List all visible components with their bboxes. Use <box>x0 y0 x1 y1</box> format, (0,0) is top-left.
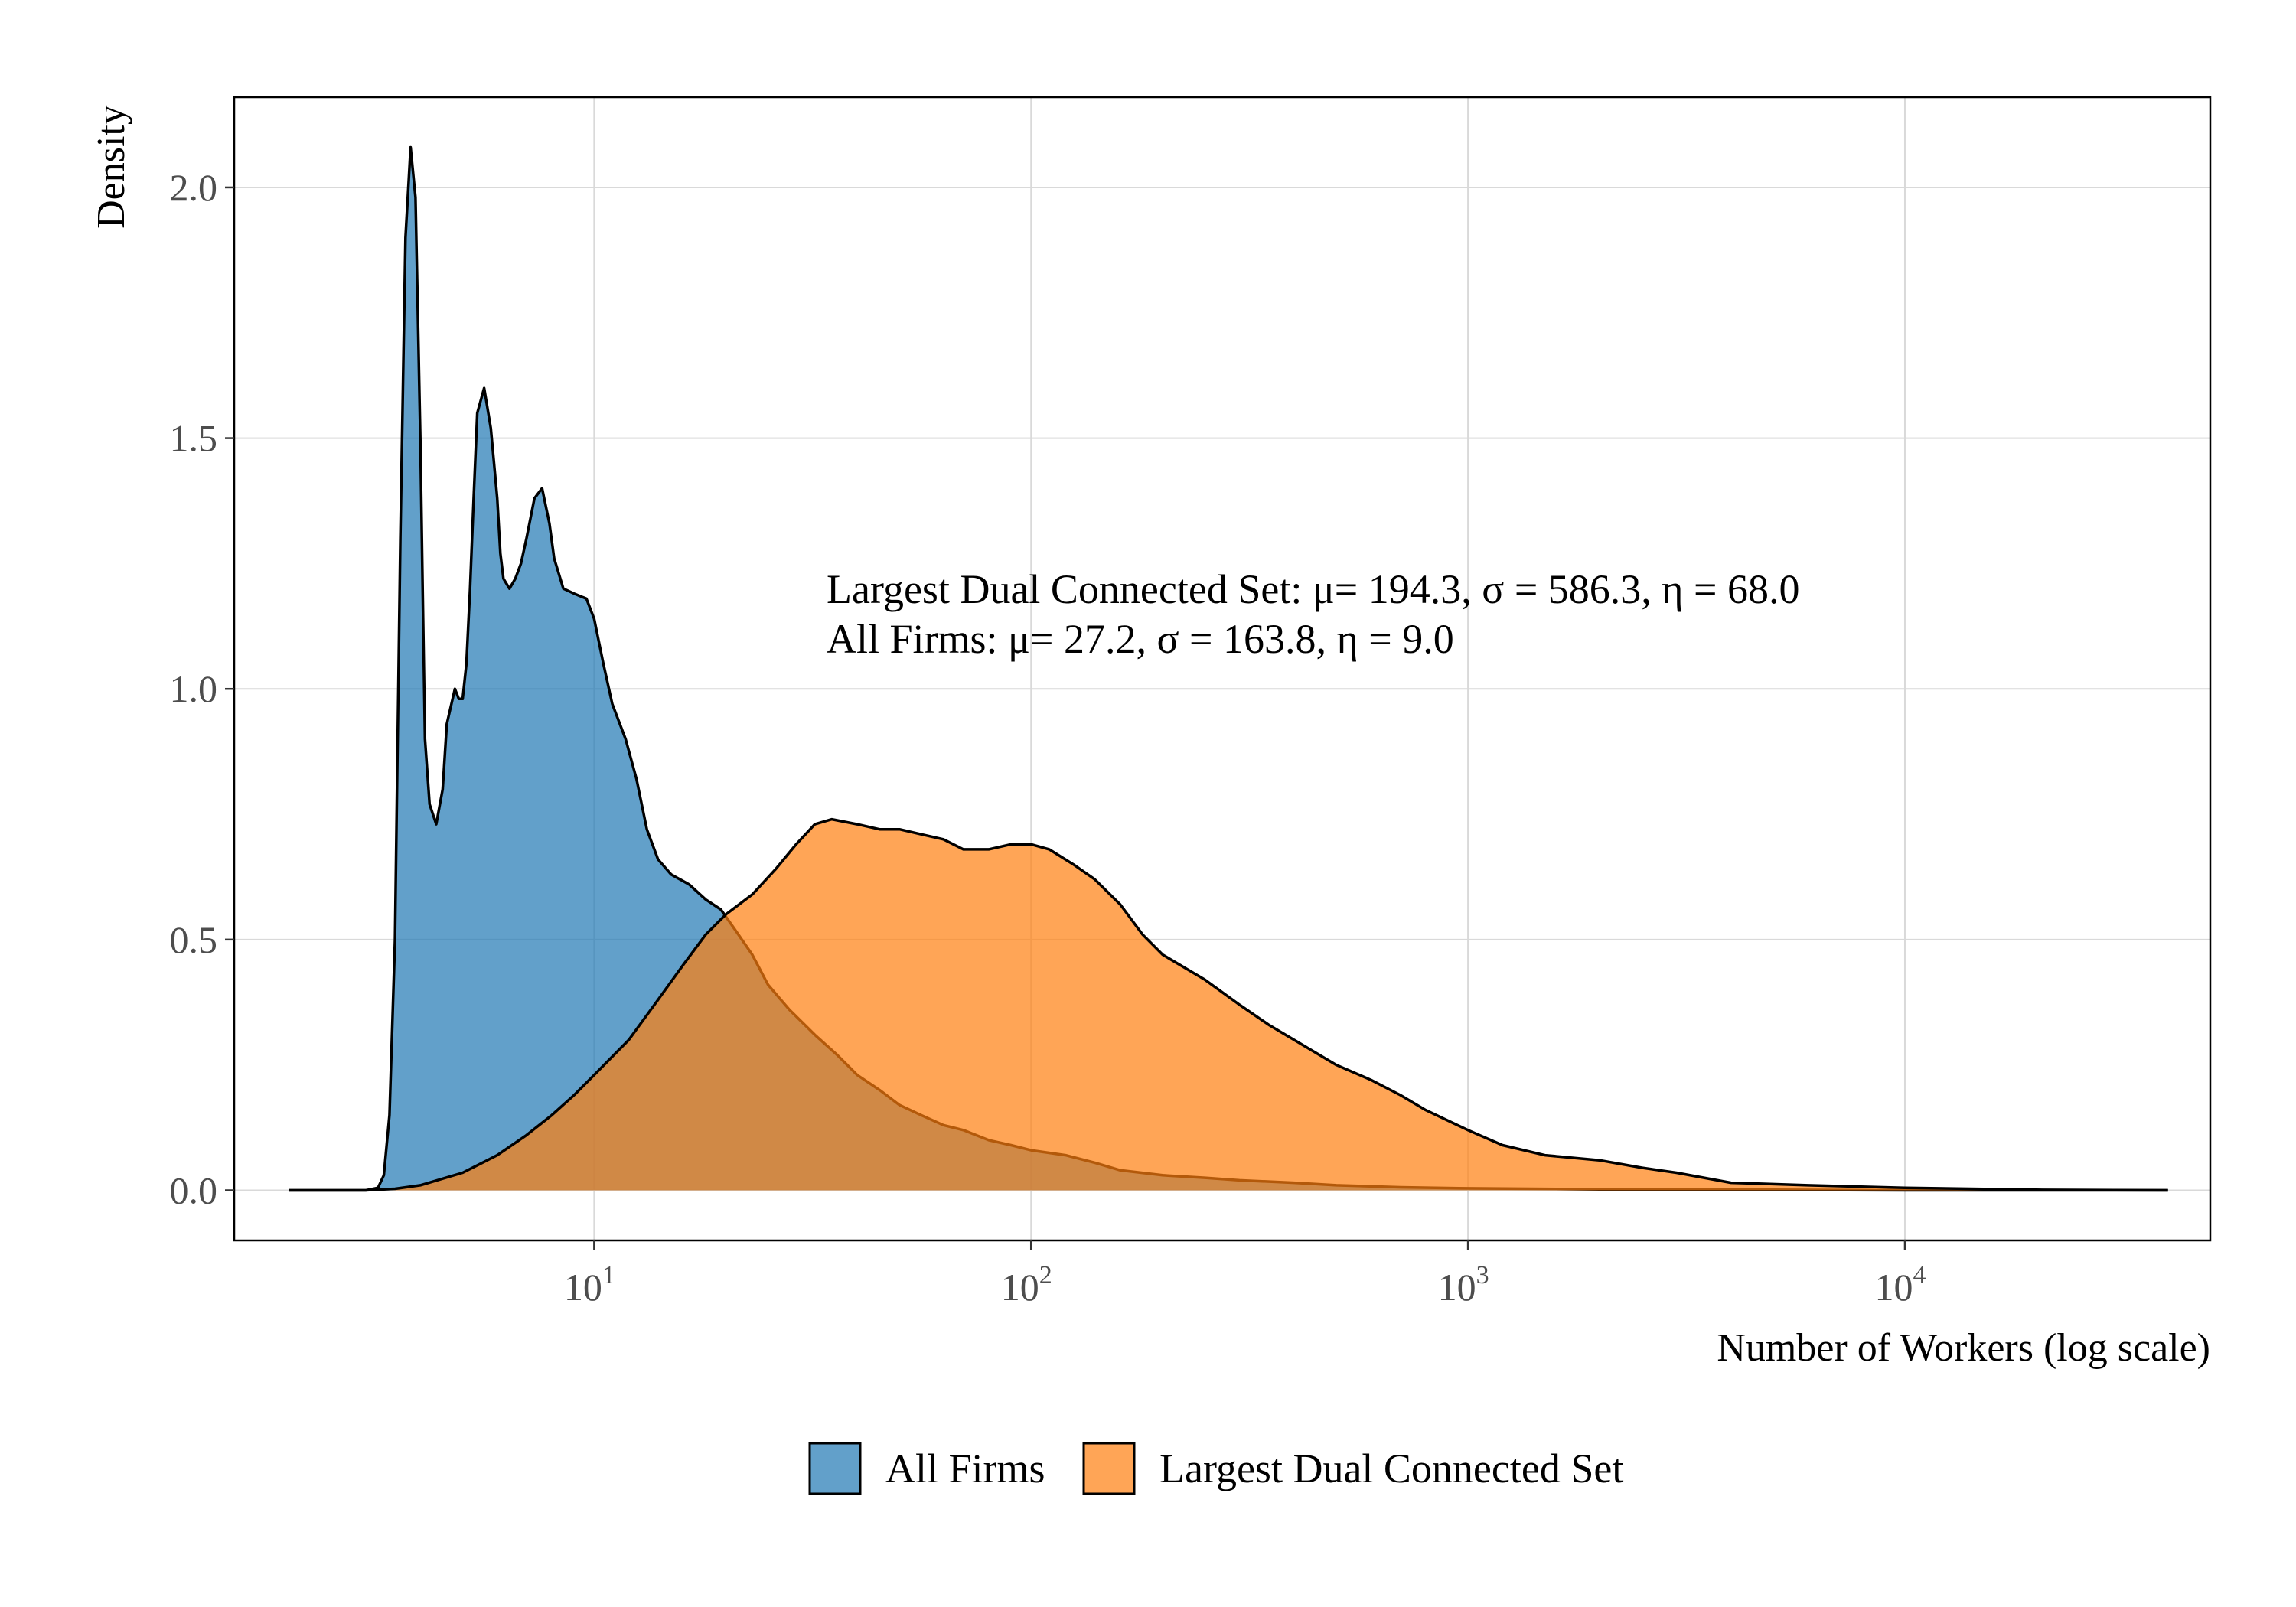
density-area-largest-dual-connected-set <box>289 819 2168 1191</box>
x-tick-label: 102 <box>1001 1261 1052 1309</box>
y-tick-label: 2.0 <box>170 166 218 209</box>
y-tick-label: 0.5 <box>170 918 218 961</box>
x-tick-label: 101 <box>564 1261 615 1309</box>
x-tick-label: 104 <box>1874 1261 1926 1309</box>
y-tick-label: 1.0 <box>170 667 218 710</box>
x-tick-label: 103 <box>1438 1261 1489 1309</box>
y-axis-title: Density <box>90 105 133 229</box>
annotation-dual-connected-stats: Largest Dual Connected Set: μ= 194.3, σ … <box>827 566 1800 612</box>
density-areas <box>289 145 2168 1192</box>
plot-panel-border <box>233 96 2212 1242</box>
legend-label-all-firms: All Firms <box>885 1446 1045 1491</box>
legend-swatch-all-firms <box>808 1442 862 1495</box>
legend: All Firms Largest Dual Connected Set <box>808 1442 1623 1495</box>
y-axis-ticks: 0.0 0.5 1.0 1.5 2.0 <box>170 166 234 1211</box>
legend-swatch-largest-dual-connected-set <box>1082 1442 1136 1495</box>
x-axis-title: Number of Workers (log scale) <box>1717 1326 2210 1370</box>
annotation-all-firms-stats: All Firms: μ= 27.2, σ = 163.8, η = 9.0 <box>827 616 1454 662</box>
y-tick-label: 0.0 <box>170 1169 218 1211</box>
legend-label-largest-dual-connected-set: Largest Dual Connected Set <box>1159 1446 1623 1491</box>
density-area-all-firms <box>289 147 2168 1191</box>
x-axis-ticks: 101 102 103 104 <box>564 1240 1926 1309</box>
density-line-largest-dual-connected-set <box>289 817 2168 1192</box>
y-tick-label: 1.5 <box>170 417 218 460</box>
